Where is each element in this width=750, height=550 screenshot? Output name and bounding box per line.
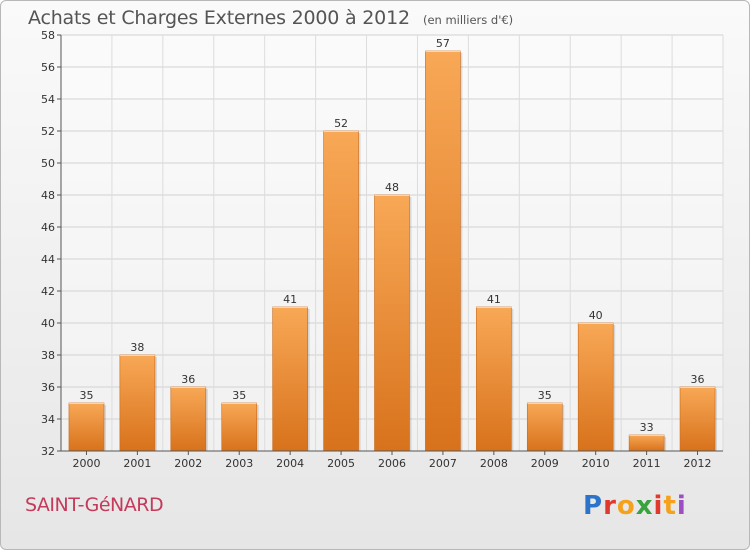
data-label: 41	[283, 293, 297, 306]
data-label: 35	[79, 389, 93, 402]
x-tick-label: 2009	[531, 457, 559, 470]
data-label: 52	[334, 117, 348, 130]
y-tick-label: 38	[41, 349, 55, 362]
bar-2008	[476, 306, 512, 452]
data-label: 35	[538, 389, 552, 402]
brand-letter: r	[603, 491, 617, 521]
bar-2007	[425, 50, 461, 452]
brand-letter: i	[653, 491, 664, 521]
y-tick-label: 32	[41, 445, 55, 458]
bar-2000	[68, 402, 105, 452]
y-tick-label: 56	[41, 61, 55, 74]
bar-2001	[119, 354, 156, 452]
x-tick-label: 2011	[633, 457, 661, 470]
x-tick-label: 2006	[378, 457, 406, 470]
data-label: 36	[181, 373, 195, 386]
data-label: 33	[640, 421, 654, 434]
data-label: 57	[436, 37, 450, 50]
bar-2010	[577, 322, 614, 452]
bar-2011	[628, 434, 665, 452]
x-tick-label: 2007	[429, 457, 457, 470]
x-tick-label: 2010	[582, 457, 610, 470]
axes: 32 34 36 38 40 42 44 46 48 50 52 54 56 58 2000 2001 2002…	[41, 29, 723, 470]
brand-letter: t	[663, 491, 677, 521]
bar-2012	[679, 386, 716, 452]
x-tick-label: 2001	[123, 457, 151, 470]
y-tick-label: 52	[41, 125, 55, 138]
x-tick-label: 2005	[327, 457, 355, 470]
x-tick-label: 2012	[684, 457, 712, 470]
y-tick-label: 34	[41, 413, 55, 426]
brand-letter: P	[583, 491, 604, 521]
y-tick-label: 46	[41, 221, 55, 234]
y-tick-label: 58	[41, 29, 55, 42]
data-label: 35	[232, 389, 246, 402]
bar-2005	[323, 130, 359, 452]
data-label: 41	[487, 293, 501, 306]
data-label: 40	[589, 309, 603, 322]
data-label: 36	[691, 373, 705, 386]
location-name: SAINT-GéNARD	[25, 494, 164, 516]
y-tick-label: 48	[41, 189, 55, 202]
bar-2009	[526, 402, 563, 452]
y-tick-label: 54	[41, 93, 55, 106]
bar-2006	[374, 194, 410, 452]
chart-unit: (en milliers d'€)	[422, 13, 514, 27]
brand-letter: o	[616, 491, 636, 521]
x-tick-label: 2000	[72, 457, 100, 470]
chart-header: Achats et Charges Externes 2000 à 2012 (…	[28, 7, 513, 29]
data-label: 48	[385, 181, 399, 194]
y-tick-label: 36	[41, 381, 55, 394]
bar-2003	[221, 402, 258, 452]
bars	[68, 50, 718, 452]
value-labels: 35 38 36 35 41 52 48 57 41 35 40 33 36	[79, 37, 704, 434]
y-tick-label: 42	[41, 285, 55, 298]
y-tick-label: 44	[41, 253, 55, 266]
chart-title: Achats et Charges Externes 2000 à 2012	[28, 7, 410, 29]
x-tick-label: 2003	[225, 457, 253, 470]
brand-letter: i	[676, 491, 687, 521]
data-label: 38	[130, 341, 144, 354]
x-tick-label: 2002	[174, 457, 202, 470]
x-tick-label: 2008	[480, 457, 508, 470]
bar-2004	[272, 306, 308, 452]
brand-logo: Proxiti	[583, 491, 687, 521]
y-tick-label: 50	[41, 157, 55, 170]
brand-letter: x	[635, 491, 654, 521]
y-tick-label: 40	[41, 317, 55, 330]
x-tick-label: 2004	[276, 457, 304, 470]
bar-2002	[170, 386, 207, 452]
